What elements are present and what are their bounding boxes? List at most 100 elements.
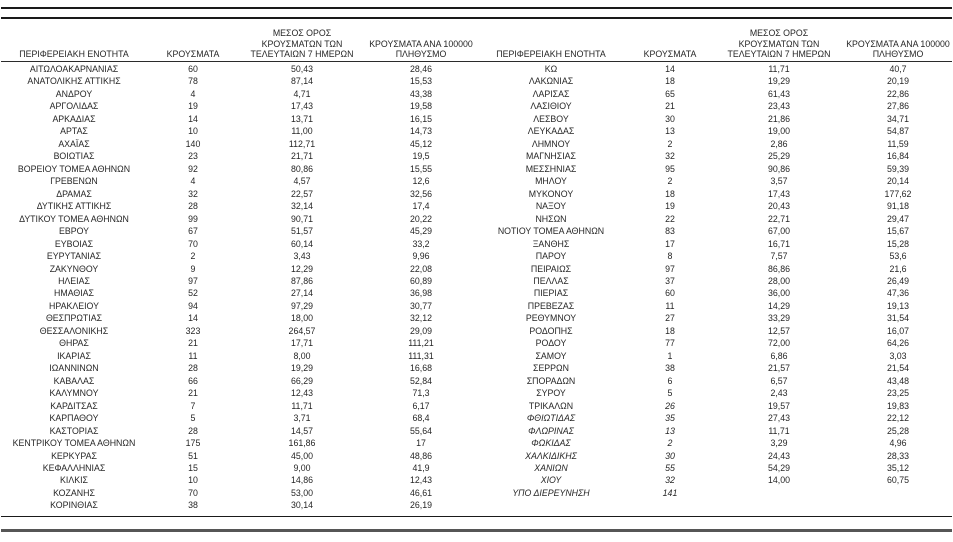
header-per100k: ΚΡΟΥΣΜΑΤΑ ΑΝΑ 100000 ΠΛΗΘΥΣΜΟ bbox=[843, 39, 953, 60]
table-row: ΗΜΑΘΙΑΣ 52 27,14 36,98 bbox=[0, 287, 476, 299]
table-row: ΦΛΩΡΙΝΑΣ 13 11,71 25,28 bbox=[477, 425, 953, 437]
cell-cases: 30 bbox=[665, 450, 675, 461]
cell-cases: 97 bbox=[665, 263, 675, 274]
header-per100k-line1: ΚΡΟΥΣΜΑΤΑ ΑΝΑ 100000 bbox=[846, 38, 950, 49]
cell-region: ΛΑΡΙΣΑΣ bbox=[532, 88, 570, 99]
cell-avg7: 54,29 bbox=[767, 463, 790, 473]
header-avg7-line2: ΚΡΟΥΣΜΑΤΩΝ ΤΩΝ bbox=[261, 38, 343, 49]
cell-avg7: 12,57 bbox=[767, 325, 790, 336]
cell-cases: 18 bbox=[665, 188, 675, 199]
cell-avg7: 11,71 bbox=[768, 64, 790, 74]
cell-region: ΝΑΞΟΥ bbox=[535, 201, 567, 212]
cell-per100k: 21,54 bbox=[886, 363, 909, 374]
cell-per100k: 48,86 bbox=[409, 450, 432, 461]
table-row: ΛΑΣΙΘΙΟΥ 21 23,43 27,86 bbox=[477, 100, 953, 112]
cell-cases: 23 bbox=[188, 151, 198, 162]
cell-region: ΠΕΙΡΑΙΩΣ bbox=[530, 263, 572, 274]
cell-region: ΛΑΚΩΝΙΑΣ bbox=[528, 76, 574, 87]
header-underline-rule bbox=[1, 61, 952, 62]
table-row: ΜΗΛΟΥ 2 3,57 20,14 bbox=[477, 175, 953, 187]
table-row: ΦΘΙΩΤΙΔΑΣ 35 27,43 22,12 bbox=[477, 412, 953, 424]
table-row: ΔΡΑΜΑΣ 32 22,57 32,56 bbox=[0, 188, 476, 200]
cell-region: ΚΟΡΙΝΘΙΑΣ bbox=[50, 500, 98, 511]
cell-avg7: 14,86 bbox=[290, 475, 313, 486]
cell-avg7: 21,71 bbox=[290, 151, 313, 162]
bottom-rule-thick bbox=[1, 529, 952, 532]
cell-region: ΥΠΟ ΔΙΕΡΕΥΝΗΣΗ bbox=[512, 487, 590, 498]
cell-cases: 26 bbox=[665, 400, 675, 411]
cell-cases: 2 bbox=[667, 176, 673, 187]
table-row: ΣΑΜΟΥ 1 6,86 3,03 bbox=[477, 350, 953, 362]
table-row: ΠΙΕΡΙΑΣ 60 36,00 47,36 bbox=[477, 287, 953, 299]
cell-avg7: 9,00 bbox=[293, 463, 311, 473]
cell-per100k: 28,46 bbox=[409, 64, 432, 74]
cell-avg7: 61,43 bbox=[767, 88, 790, 99]
cell-avg7: 86,86 bbox=[767, 263, 790, 274]
header-cases: ΚΡΟΥΣΜΑΤΑ bbox=[643, 49, 697, 60]
cell-region: ΜΑΓΝΗΣΙΑΣ bbox=[526, 151, 576, 162]
cell-cases: 21 bbox=[188, 388, 198, 399]
cell-per100k: 43,38 bbox=[409, 88, 432, 99]
header-avg7: ΜΕΣΟΣ ΟΡΟΣ ΚΡΟΥΣΜΑΤΩΝ ΤΩΝ ΤΕΛΕΥΤΑΙΩΝ 7 Η… bbox=[715, 28, 843, 60]
cell-avg7: 6,57 bbox=[770, 375, 788, 386]
cell-per100k: 15,28 bbox=[886, 238, 909, 249]
header-avg7-line1: ΜΕΣΟΣ ΟΡΟΣ bbox=[272, 28, 332, 39]
cell-cases: 4 bbox=[190, 88, 196, 99]
table-row: ΣΕΡΡΩΝ 38 21,57 21,54 bbox=[477, 362, 953, 374]
table-row: ΚΑΡΠΑΘΟΥ 5 3,71 68,4 bbox=[0, 412, 476, 424]
cell-cases: 6 bbox=[667, 375, 673, 386]
cell-region: ΝΟΤΙΟΥ ΤΟΜΕΑ ΑΘΗΝΩΝ bbox=[497, 226, 605, 237]
cell-cases: 1 bbox=[667, 350, 673, 361]
cell-avg7: 2,43 bbox=[770, 388, 788, 399]
cell-cases: 99 bbox=[188, 213, 198, 224]
cell-cases: 175 bbox=[185, 438, 201, 449]
cell-per100k: 14,73 bbox=[409, 126, 432, 137]
table-row: ΚΟΖΑΝΗΣ 70 53,00 46,61 bbox=[0, 487, 476, 499]
table-row: ΑΧΑΪΑΣ 140 112,71 45,12 bbox=[0, 138, 476, 150]
table-row: ΜΕΣΣΗΝΙΑΣ 95 90,86 59,39 bbox=[477, 163, 953, 175]
cell-per100k: 31,54 bbox=[886, 313, 909, 324]
cell-cases: 323 bbox=[185, 325, 201, 336]
cell-cases: 14 bbox=[188, 313, 198, 324]
cell-avg7: 28,00 bbox=[767, 275, 790, 286]
table-row: ΚΑΡΔΙΤΣΑΣ 7 11,71 6,17 bbox=[0, 400, 476, 412]
cell-cases: 10 bbox=[188, 475, 198, 486]
cell-per100k: 111,31 bbox=[408, 350, 434, 361]
table-row: ΚΑΣΤΟΡΙΑΣ 28 14,57 55,64 bbox=[0, 425, 476, 437]
table-row: ΧΙΟΥ 32 14,00 60,75 bbox=[477, 474, 953, 486]
cell-region: ΗΛΕΙΑΣ bbox=[58, 275, 90, 286]
cell-per100k: 29,47 bbox=[886, 213, 909, 224]
cell-region: ΕΥΒΟΙΑΣ bbox=[54, 238, 94, 249]
cell-avg7: 25,29 bbox=[767, 151, 790, 162]
cell-per100k: 23,25 bbox=[886, 388, 909, 399]
table-row: ΣΠΟΡΑΔΩΝ 6 6,57 43,48 bbox=[477, 375, 953, 387]
cell-region: ΧΑΛΚΙΔΙΚΗΣ bbox=[525, 450, 577, 461]
cell-avg7: 53,00 bbox=[290, 487, 313, 498]
cell-avg7: 32,14 bbox=[290, 201, 313, 212]
cell-cases: 13 bbox=[665, 425, 675, 436]
table-row: ΚΑΛΥΜΝΟΥ 21 12,43 71,3 bbox=[0, 387, 476, 399]
cell-per100k: 22,12 bbox=[886, 413, 909, 424]
cell-cases: 8 bbox=[667, 251, 673, 262]
table-row: ΛΑΡΙΣΑΣ 65 61,43 22,86 bbox=[477, 88, 953, 100]
cell-avg7: 20,43 bbox=[767, 201, 790, 212]
cell-cases: 5 bbox=[190, 413, 196, 424]
cell-cases: 51 bbox=[188, 450, 198, 461]
table-row: ΛΕΥΚΑΔΑΣ 13 19,00 54,87 bbox=[477, 125, 953, 137]
cell-region: ΣΕΡΡΩΝ bbox=[533, 363, 569, 374]
cell-per100k: 9,96 bbox=[412, 251, 430, 262]
cell-cases: 32 bbox=[665, 151, 675, 162]
cell-cases: 78 bbox=[188, 76, 198, 87]
cell-region: ΑΧΑΪΑΣ bbox=[58, 138, 90, 149]
cell-region: ΔΥΤΙΚΗΣ ΑΤΤΙΚΗΣ bbox=[36, 201, 112, 212]
cell-per100k: 19,5 bbox=[412, 151, 430, 162]
cell-region: ΚΑΣΤΟΡΙΑΣ bbox=[49, 425, 99, 436]
table-row: ΚΟΡΙΝΘΙΑΣ 38 30,14 26,19 bbox=[0, 499, 476, 511]
cell-per100k: 35,12 bbox=[886, 463, 909, 473]
cell-avg7: 30,14 bbox=[290, 500, 313, 511]
cell-per100k: 68,4 bbox=[412, 413, 430, 424]
cell-cases: 32 bbox=[188, 188, 198, 199]
cell-per100k: 41,9 bbox=[412, 463, 430, 473]
cell-region: ΕΒΡΟΥ bbox=[58, 226, 90, 237]
table-row: ΜΑΓΝΗΣΙΑΣ 32 25,29 16,84 bbox=[477, 150, 953, 162]
